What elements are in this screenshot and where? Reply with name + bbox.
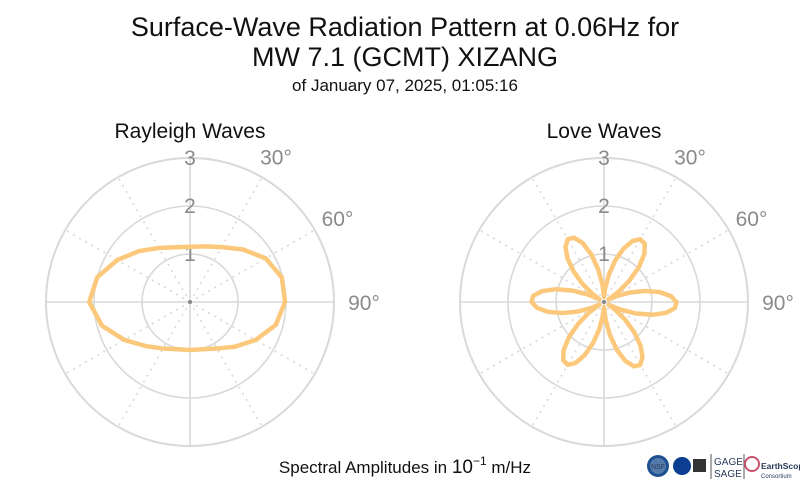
love-r-tick-3: 3 bbox=[598, 147, 610, 170]
rayleigh-grid-spoke-60 bbox=[189, 229, 316, 303]
amplitude-units-base: 10 bbox=[452, 457, 473, 478]
figure-subtitle: of January 07, 2025, 01:05:16 bbox=[292, 76, 518, 95]
rayleigh-grid-spoke-120 bbox=[189, 301, 316, 375]
rayleigh-grid-spoke-300 bbox=[64, 229, 191, 303]
rayleigh-angle-label-90: 90° bbox=[348, 292, 380, 315]
rayleigh-panel-title: Rayleigh Waves bbox=[115, 120, 266, 143]
rayleigh-r-tick-3: 3 bbox=[184, 147, 196, 170]
love-grid-spoke-300 bbox=[478, 229, 605, 303]
love-panel-title: Love Waves bbox=[547, 120, 662, 143]
rayleigh-grid-spoke-330 bbox=[117, 176, 191, 303]
figure-title-line2: MW 7.1 (GCMT) XIZANG bbox=[252, 42, 558, 72]
earthscope-logo-text: EarthScope bbox=[761, 461, 800, 471]
love-r-tick-2: 2 bbox=[598, 195, 610, 218]
figure-title-line1: Surface-Wave Radiation Pattern at 0.06Hz… bbox=[131, 12, 679, 42]
nsf-logo: NSF bbox=[647, 455, 669, 477]
love-angle-label-30: 30° bbox=[674, 147, 706, 170]
gage-logo-text: GAGE bbox=[714, 457, 743, 468]
usgs-logo-icon bbox=[693, 459, 706, 472]
love-radiation-pattern-line bbox=[529, 235, 679, 369]
love-angle-label-90: 90° bbox=[762, 292, 794, 315]
rayleigh-grid-spoke-30 bbox=[189, 176, 263, 303]
love-center-dot bbox=[602, 300, 606, 304]
amplitude-units-note: Spectral Amplitudes in 10−1 m/Hz bbox=[279, 454, 531, 478]
rayleigh-grid-spoke-150 bbox=[189, 301, 263, 428]
rayleigh-r-tick-2: 2 bbox=[184, 195, 196, 218]
love-r-tick-1: 1 bbox=[598, 243, 610, 266]
love-angle-label-60: 60° bbox=[736, 208, 768, 231]
nsf-logo-text: NSF bbox=[651, 464, 665, 471]
amplitude-units-prefix: Spectral Amplitudes in bbox=[279, 458, 452, 477]
sage-logo-text: SAGE bbox=[714, 469, 742, 480]
rayleigh-r-tick-1: 1 bbox=[184, 243, 196, 266]
logo-strip: NSF GAGE SAGE EarthScope Consortium bbox=[647, 454, 800, 480]
earthscope-consortium-text: Consortium bbox=[761, 474, 792, 480]
amplitude-units-exponent: −1 bbox=[473, 454, 487, 468]
amplitude-units-suffix: m/Hz bbox=[487, 458, 531, 477]
love-polar-plot: Love Waves 1 2 3 30° 60° 90° bbox=[459, 120, 794, 447]
love-grid-spoke-240 bbox=[478, 301, 605, 375]
rayleigh-polar-plot: Rayleigh Waves 1 2 3 30° 60° 90° bbox=[45, 120, 380, 447]
rayleigh-angle-label-60: 60° bbox=[322, 208, 354, 231]
rayleigh-angle-label-30: 30° bbox=[260, 147, 292, 170]
rayleigh-radiation-pattern-line bbox=[86, 244, 288, 353]
earthscope-logo-icon bbox=[744, 456, 760, 472]
love-grid-spoke-120 bbox=[603, 301, 730, 375]
rayleigh-center-dot bbox=[188, 300, 192, 304]
rayleigh-grid-spoke-240 bbox=[64, 301, 191, 375]
nasa-logo-icon bbox=[673, 457, 691, 475]
rayleigh-grid-spoke-210 bbox=[117, 301, 191, 428]
love-grid-spoke-60 bbox=[603, 229, 730, 303]
